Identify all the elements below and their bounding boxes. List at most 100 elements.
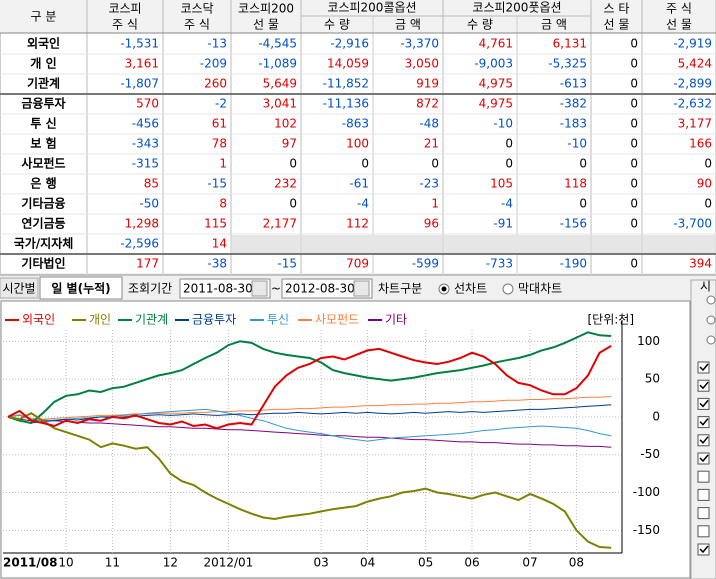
side-checkbox[interactable]: [697, 452, 710, 465]
cell-value: -183: [560, 117, 587, 131]
cell-value: 0: [289, 157, 297, 171]
cell-value: 105: [490, 177, 513, 191]
header-text: 주 식: [184, 18, 210, 32]
x-tick-label: 05: [418, 556, 433, 570]
radio-label: 선차트: [454, 282, 487, 296]
row-label: 개 인: [30, 56, 56, 71]
header-text: 코스피: [108, 2, 141, 16]
radio[interactable]: [502, 283, 514, 295]
cell-value: -1,807: [120, 77, 159, 91]
calendar-button[interactable]: [251, 280, 268, 297]
empty-cell: [374, 235, 442, 254]
x-tick-label: 07: [522, 556, 537, 570]
series-line: [7, 416, 612, 448]
cell-value: 90: [697, 177, 712, 191]
cell-value: 3,177: [678, 117, 712, 131]
cell-value: 0: [630, 57, 638, 71]
side-checkbox[interactable]: [697, 488, 710, 501]
cell-value: -13: [207, 37, 227, 51]
cell-value: -733: [486, 257, 513, 271]
cell-value: 570: [136, 97, 159, 111]
radio-dot: [441, 286, 447, 292]
cell-value: 166: [689, 137, 712, 151]
row-label: 기타법인: [21, 256, 65, 271]
y-tick-label: 0: [652, 409, 660, 423]
legend-label: 사모펀드: [315, 313, 359, 327]
cell-value: 21: [424, 137, 439, 151]
date-input[interactable]: [179, 278, 271, 299]
cell-value: 872: [416, 97, 439, 111]
empty-cell: [444, 235, 516, 254]
x-tick-label: 2011/08: [3, 556, 57, 570]
cell-value: 0: [630, 117, 638, 131]
legend-label: 투신: [267, 313, 289, 327]
cell-value: 100: [346, 137, 369, 151]
tab-label: 일 별(누적): [51, 281, 110, 296]
cell-value: 0: [630, 197, 638, 211]
series-line: [7, 345, 612, 430]
side-title: 시: [700, 280, 711, 294]
header-text: 코스피200: [238, 2, 294, 16]
cell-value: -15: [277, 257, 297, 271]
x-tick-label: 11: [105, 556, 120, 570]
side-checkbox[interactable]: [697, 434, 710, 447]
cell-value: -209: [200, 57, 227, 71]
cell-value: 0: [579, 197, 587, 211]
cell-value: 14,059: [327, 57, 369, 71]
cell-value: -315: [132, 157, 159, 171]
side-checkbox[interactable]: [697, 361, 710, 374]
empty-cell: [302, 235, 372, 254]
side-checkbox[interactable]: [697, 379, 710, 392]
calendar-button[interactable]: [353, 280, 370, 297]
side-radio[interactable]: [706, 335, 716, 345]
cell-value: 0: [630, 257, 638, 271]
empty-cell: [518, 235, 590, 254]
row-label: 사모펀드: [21, 156, 65, 171]
side-checkbox[interactable]: [697, 525, 710, 538]
side-checkbox[interactable]: [697, 416, 710, 429]
side-checkbox[interactable]: [697, 543, 710, 556]
legend-label: 기관계: [135, 313, 168, 327]
row-label: 기관계: [27, 76, 60, 91]
cell-value: 61: [212, 117, 227, 131]
cell-value: 0: [630, 217, 638, 231]
cell-value: -2,899: [673, 77, 712, 91]
side-checkbox[interactable]: [697, 507, 710, 520]
cell-value: 709: [346, 257, 369, 271]
y-tick-label: 100: [637, 334, 660, 348]
y-tick-label: -150: [633, 523, 660, 537]
cell-value: 0: [630, 37, 638, 51]
cell-value: 232: [274, 177, 297, 191]
side-checkbox[interactable]: [697, 470, 710, 483]
check: [699, 381, 709, 390]
tab-active[interactable]: [39, 276, 123, 300]
x-tick-label: 04: [360, 556, 375, 570]
cell-value: 3,161: [125, 57, 159, 71]
cell-value: -382: [560, 97, 587, 111]
cell-value: 78: [212, 137, 227, 151]
y-tick-label: 50: [645, 372, 660, 386]
row-label: 외국인: [27, 36, 60, 51]
side-radio[interactable]: [706, 315, 716, 325]
cell-value: -23: [419, 177, 439, 191]
cell-value: -2,916: [330, 37, 369, 51]
cell-value: -1,531: [120, 37, 159, 51]
tab[interactable]: [0, 277, 39, 299]
y-tick-label: -50: [640, 447, 660, 461]
cell-value: 4,975: [479, 77, 513, 91]
tab-label: 시간별: [2, 282, 35, 296]
check: [699, 399, 709, 408]
side-checkbox[interactable]: [697, 397, 710, 410]
header-group: 코스피200콜옵션: [327, 1, 416, 15]
header-sub: 수 량: [467, 18, 493, 32]
date-text: 2011-08-30: [183, 282, 253, 296]
cell-value: -38: [207, 257, 227, 271]
cell-value: -5,325: [548, 57, 587, 71]
cell-value: 0: [505, 137, 513, 151]
cell-value: -2,919: [673, 37, 712, 51]
table-bg: [0, 0, 716, 276]
date-input[interactable]: [281, 278, 373, 299]
side-radio[interactable]: [706, 295, 716, 305]
cell-value: 0: [630, 97, 638, 111]
cell-value: 260: [204, 77, 227, 91]
